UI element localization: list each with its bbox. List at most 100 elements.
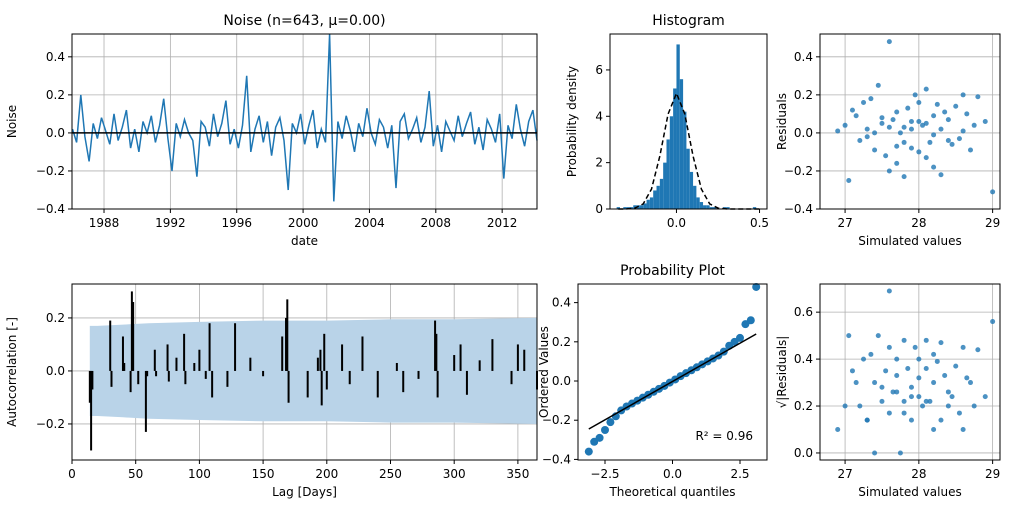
scatter-point: [879, 120, 885, 126]
hist-bar: [616, 207, 620, 209]
hist-bar: [653, 190, 657, 209]
scatter-point: [956, 410, 962, 416]
x-tick-label: 2004: [354, 216, 385, 230]
scatter-point: [864, 134, 870, 140]
y-tick-label: 0.4: [794, 352, 813, 366]
acf-stem: [287, 370, 290, 403]
hist-bar: [669, 116, 674, 209]
scatter-point: [967, 147, 973, 153]
y-axis-label: Autocorrelation [-]: [5, 317, 19, 427]
y-tick-label: −0.2: [36, 417, 65, 431]
acf-stem: [123, 362, 126, 371]
y-tick-label: 0.2: [794, 399, 813, 413]
quantile-point: [601, 426, 609, 435]
y-tick-label: −0.2: [36, 164, 65, 178]
scatter-point: [938, 172, 944, 178]
scatter-point: [857, 138, 863, 144]
scatter-point: [971, 403, 977, 409]
acf-stem: [183, 333, 186, 371]
scatter-point: [975, 347, 981, 353]
scatter-point: [872, 450, 878, 456]
scatter-point: [960, 92, 966, 98]
scatter-point: [875, 82, 881, 88]
scatter-point: [886, 410, 892, 416]
scatter-point: [982, 119, 988, 124]
y-tick-label: −0.2: [784, 164, 813, 178]
scatter-point: [908, 394, 914, 400]
acf-stem: [109, 320, 112, 371]
y-tick-label: 0.4: [46, 50, 65, 64]
x-tick-label: 29: [985, 467, 1000, 481]
scatter-point: [942, 373, 948, 379]
scatter-point: [890, 117, 896, 123]
scatter-point: [853, 113, 859, 119]
y-tick-label: −0.4: [542, 452, 571, 466]
hist-bar: [673, 88, 677, 209]
scatter-point: [894, 160, 900, 166]
scatter-point: [920, 403, 926, 409]
scatter-point: [894, 143, 900, 149]
x-tick-label: 2012: [487, 216, 518, 230]
acf-stem: [184, 370, 187, 385]
scatter-point: [842, 122, 848, 128]
y-axis-label: Noise: [5, 105, 19, 138]
acf-stem: [204, 370, 207, 379]
quantile-point: [736, 333, 744, 342]
y-tick-label: 0.2: [552, 335, 571, 349]
scatter-point: [879, 398, 885, 404]
scatter-point: [964, 375, 970, 381]
scatter-point: [835, 426, 841, 432]
y-tick-label: 4: [595, 109, 603, 123]
scatter-point: [886, 344, 892, 350]
scatter-point: [938, 340, 944, 346]
acf-stem: [130, 291, 133, 371]
y-axis-label: Residuals: [775, 93, 789, 150]
quantile-point: [606, 418, 615, 427]
acf-stem: [129, 370, 132, 393]
scatter-point: [916, 375, 922, 381]
acf-stem: [478, 360, 481, 371]
scatter-point: [949, 394, 955, 400]
hist-bar: [643, 203, 647, 209]
hist-bar: [693, 185, 697, 209]
scatter-point: [916, 356, 922, 362]
hist-bar: [686, 148, 690, 209]
quantile-point: [595, 433, 604, 442]
hist-bar: [676, 44, 680, 209]
acf-stem: [417, 370, 420, 379]
hist-bar: [633, 205, 637, 209]
x-tick-label: 50: [128, 467, 143, 481]
scatter-point: [872, 380, 878, 386]
hist-bar: [649, 197, 654, 209]
x-tick-label: 1988: [89, 216, 120, 230]
scatter-point: [886, 39, 892, 45]
acf-stem: [153, 349, 156, 371]
scatter-point: [916, 394, 922, 400]
axes-frame: [71, 33, 538, 210]
chart-title: Probability Plot: [620, 263, 725, 279]
x-tick-label: 150: [252, 467, 275, 481]
scatter-point: [857, 403, 863, 409]
scatter-point: [949, 141, 955, 147]
acf-stem: [146, 370, 149, 377]
acf-stem: [453, 355, 456, 371]
scatter-point: [886, 288, 892, 294]
hist-bar: [699, 202, 704, 209]
scatter-point: [916, 119, 922, 124]
acf-stem: [348, 370, 351, 385]
acf-stem: [110, 370, 113, 387]
scatter-point: [931, 164, 937, 170]
acf-stem: [166, 344, 169, 371]
x-tick-label: 27: [837, 467, 852, 481]
scatter-point: [908, 145, 914, 151]
scatter-point: [890, 389, 896, 395]
scatter-point: [953, 363, 959, 369]
scatter-point: [931, 380, 937, 386]
acf-stem: [208, 323, 211, 371]
scatter-point: [923, 120, 929, 126]
scatter-point: [982, 394, 988, 400]
scatter-point: [853, 380, 859, 386]
acf-stem: [167, 370, 170, 382]
scatter-point: [897, 130, 903, 136]
